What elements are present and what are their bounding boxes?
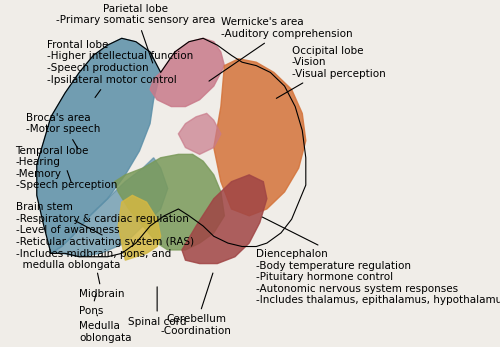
Text: Frontal lobe
-Higher intellectual function
-Speech production
-Ipsilateral motor: Frontal lobe -Higher intellectual functi… <box>48 40 194 98</box>
Text: Medulla
oblongata: Medulla oblongata <box>80 315 132 342</box>
Text: Temporal lobe
-Hearing
-Memory
-Speech perception: Temporal lobe -Hearing -Memory -Speech p… <box>16 146 117 191</box>
Text: Wernicke's area
-Auditory comprehension: Wernicke's area -Auditory comprehension <box>209 17 352 81</box>
Polygon shape <box>114 154 224 250</box>
Text: Brain stem
-Respiratory & cardiac regulation
-Level of awareness
-Reticular acti: Brain stem -Respiratory & cardiac regula… <box>16 202 194 270</box>
Text: Diencephalon
-Body temperature regulation
-Pituitary hormone control
-Autonomic : Diencephalon -Body temperature regulatio… <box>256 217 500 305</box>
Text: Pons: Pons <box>80 294 104 316</box>
Text: Cerebellum
-Coordination: Cerebellum -Coordination <box>160 273 232 336</box>
Text: Occipital lobe
-Vision
-Visual perception: Occipital lobe -Vision -Visual perceptio… <box>276 45 386 98</box>
Polygon shape <box>214 59 306 216</box>
Polygon shape <box>150 38 224 107</box>
Text: Parietal lobe
-Primary somatic sensory area: Parietal lobe -Primary somatic sensory a… <box>56 3 216 63</box>
Text: Midbrain: Midbrain <box>80 273 125 299</box>
Polygon shape <box>182 175 267 264</box>
Polygon shape <box>51 158 168 257</box>
Text: Spinal cord: Spinal cord <box>128 287 186 327</box>
Polygon shape <box>118 195 160 260</box>
Polygon shape <box>178 113 221 154</box>
Polygon shape <box>37 38 160 253</box>
Text: Broca's area
-Motor speech: Broca's area -Motor speech <box>26 113 101 149</box>
